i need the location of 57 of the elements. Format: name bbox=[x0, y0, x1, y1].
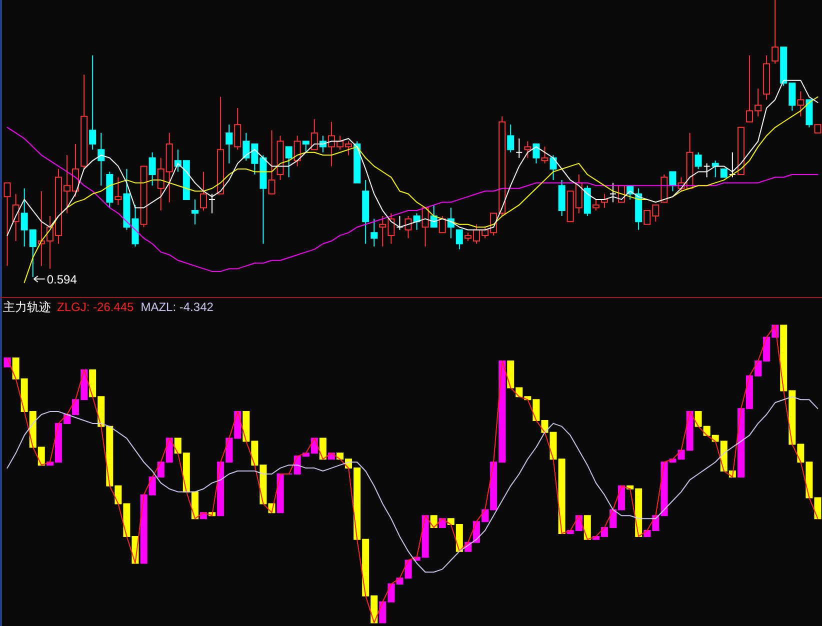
chart-title: 主力轨迹 bbox=[3, 300, 51, 314]
candlestick bbox=[703, 162, 710, 178]
candlestick bbox=[635, 188, 642, 230]
candlestick bbox=[413, 212, 420, 230]
candlestick bbox=[310, 118, 318, 150]
candlestick bbox=[4, 182, 11, 266]
candlestick bbox=[600, 193, 608, 208]
candlestick bbox=[550, 154, 557, 181]
candlestick bbox=[140, 166, 148, 228]
candlestick bbox=[148, 152, 156, 186]
candlestick bbox=[370, 218, 378, 248]
candlestick bbox=[584, 185, 591, 217]
candlestick bbox=[737, 126, 744, 176]
candlestick bbox=[609, 182, 616, 203]
candlestick bbox=[806, 99, 813, 128]
candlestick bbox=[234, 108, 242, 150]
candlestick bbox=[558, 180, 566, 217]
candlestick bbox=[226, 124, 233, 164]
candlestick bbox=[89, 54, 96, 150]
candlestick bbox=[200, 171, 207, 212]
candlestick bbox=[217, 96, 224, 194]
candlestick bbox=[507, 124, 514, 153]
candlestick bbox=[80, 74, 88, 170]
candlestick bbox=[276, 135, 284, 181]
candlestick bbox=[541, 146, 548, 164]
candlestick bbox=[106, 171, 114, 208]
candlestick bbox=[302, 140, 310, 153]
candlestick bbox=[720, 168, 728, 178]
candlestick bbox=[728, 152, 736, 178]
candlestick bbox=[208, 193, 216, 214]
text: MAZL: -4.342 bbox=[140, 300, 214, 314]
annotation: 0.594 bbox=[46, 272, 78, 286]
candlestick bbox=[362, 180, 370, 244]
candlestick bbox=[660, 174, 668, 203]
candlestick bbox=[404, 216, 412, 239]
candlestick bbox=[814, 124, 822, 134]
candlestick bbox=[524, 140, 532, 158]
candlestick bbox=[191, 198, 198, 225]
candlestick bbox=[797, 90, 804, 117]
candlestick bbox=[592, 198, 600, 212]
candlestick bbox=[516, 138, 523, 158]
candlestick bbox=[294, 135, 301, 167]
candlestick bbox=[114, 176, 122, 206]
candlestick bbox=[669, 171, 676, 192]
candlestick bbox=[268, 130, 276, 194]
candlestick bbox=[763, 54, 770, 100]
candlestick bbox=[396, 216, 404, 230]
candlestick bbox=[456, 229, 463, 250]
candlestick bbox=[285, 146, 292, 178]
candlestick bbox=[694, 152, 702, 170]
candlestick bbox=[532, 144, 540, 164]
candlestick bbox=[98, 132, 105, 186]
candlestick bbox=[438, 216, 446, 234]
candlestick bbox=[686, 132, 694, 189]
candlestick bbox=[772, 0, 779, 64]
candlestick bbox=[712, 160, 719, 178]
text: ZLGJ: -26.445 bbox=[57, 300, 134, 314]
